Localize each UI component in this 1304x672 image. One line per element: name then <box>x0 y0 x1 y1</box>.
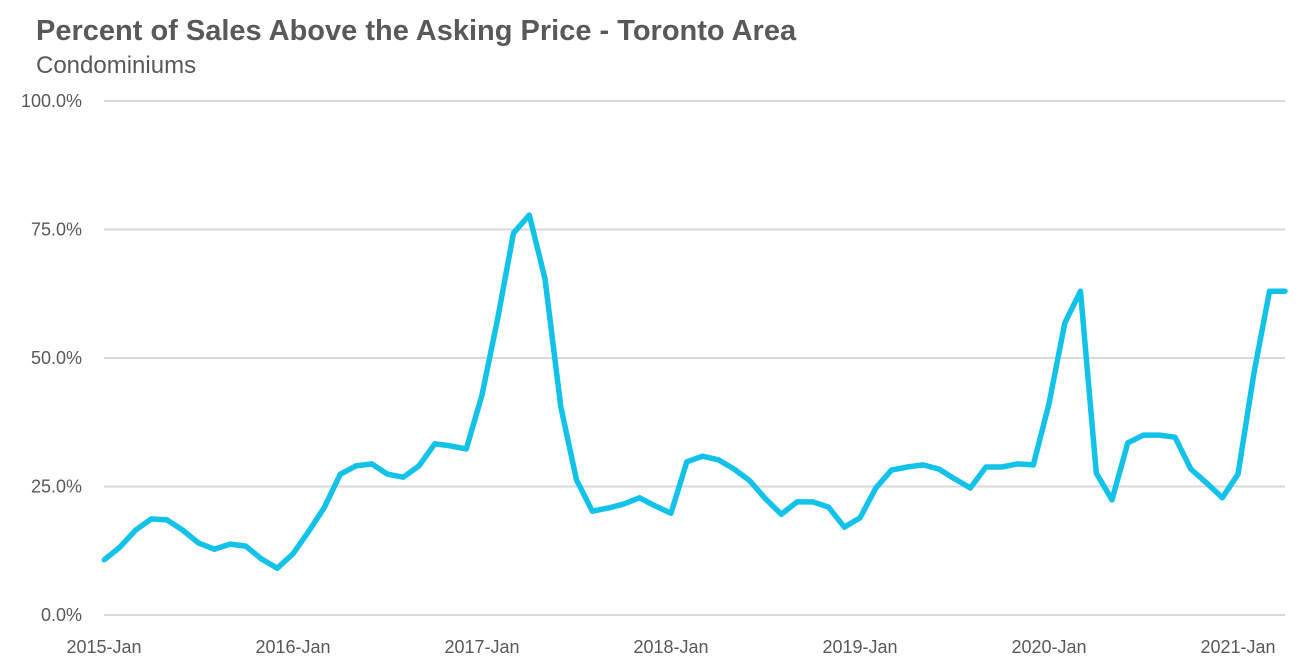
data-point <box>117 544 123 550</box>
data-point <box>731 466 737 472</box>
x-tick-label: 2019-Jan <box>822 637 897 657</box>
data-point <box>1062 320 1068 326</box>
data-point <box>463 446 469 452</box>
data-point <box>1188 466 1194 472</box>
data-point <box>290 551 296 557</box>
data-point <box>337 471 343 477</box>
data-point <box>826 504 831 510</box>
data-point <box>180 527 186 533</box>
data-point <box>999 464 1005 470</box>
data-point <box>574 477 579 483</box>
data-point <box>1267 288 1272 294</box>
data-point <box>227 541 233 547</box>
data-point <box>1078 288 1083 294</box>
data-point <box>857 515 863 521</box>
data-point <box>1093 470 1099 476</box>
data-point <box>1235 471 1241 477</box>
data-point <box>306 528 312 534</box>
chart-title: Percent of Sales Above the Asking Price … <box>36 15 797 47</box>
data-point <box>495 315 501 321</box>
data-point <box>1172 434 1178 440</box>
data-point <box>621 501 627 507</box>
y-tick-label: 100.0% <box>21 91 82 111</box>
y-tick-label: 0.0% <box>41 605 82 625</box>
data-point <box>274 565 280 571</box>
x-tick-label: 2021-Jan <box>1200 637 1275 657</box>
x-tick-label: 2015-Jan <box>66 637 141 657</box>
data-point <box>810 499 816 505</box>
data-point <box>353 463 359 469</box>
data-point <box>369 461 375 467</box>
data-point <box>1030 462 1036 468</box>
data-point <box>479 392 485 398</box>
y-tick-label: 75.0% <box>31 220 82 240</box>
data-point <box>778 511 784 517</box>
data-point <box>1015 461 1020 467</box>
data-point <box>700 453 705 459</box>
data-point <box>416 463 422 469</box>
data-point <box>841 524 847 530</box>
data-point <box>400 474 406 480</box>
data-point <box>1219 495 1225 501</box>
data-point <box>637 495 642 501</box>
data-point <box>1125 440 1131 446</box>
data-point <box>747 478 753 484</box>
data-point <box>652 503 658 509</box>
x-tick-label: 2016-Jan <box>255 637 330 657</box>
data-point <box>715 457 721 463</box>
x-tick-label: 2017-Jan <box>444 637 519 657</box>
data-point <box>920 462 926 468</box>
data-point <box>1156 432 1162 438</box>
data-point <box>794 499 800 505</box>
data-point <box>952 476 957 482</box>
data-point <box>385 471 390 477</box>
x-tick-label: 2018-Jan <box>633 637 708 657</box>
data-point <box>558 404 564 410</box>
data-point <box>668 510 674 516</box>
data-point <box>542 276 548 282</box>
data-point <box>889 467 894 473</box>
data-point <box>1282 288 1288 294</box>
data-point <box>1046 401 1052 407</box>
data-point <box>904 464 910 470</box>
data-point <box>432 441 438 447</box>
y-tick-label: 50.0% <box>31 348 82 368</box>
data-point <box>448 443 453 449</box>
data-point <box>1109 497 1115 503</box>
data-point <box>589 508 595 514</box>
data-point <box>322 504 327 510</box>
data-point <box>243 543 249 549</box>
data-point <box>196 540 201 546</box>
data-point <box>148 516 154 522</box>
data-point <box>526 212 532 218</box>
data-point <box>211 546 217 552</box>
y-tick-label: 25.0% <box>31 477 82 497</box>
data-point <box>1251 371 1257 377</box>
data-point <box>983 464 989 470</box>
data-point <box>1141 432 1146 438</box>
x-tick-label: 2020-Jan <box>1011 637 1086 657</box>
chart-subtitle: Condominiums <box>36 52 197 79</box>
data-point <box>605 505 611 511</box>
data-point <box>967 485 973 491</box>
data-point <box>684 459 690 465</box>
data-point <box>1204 480 1209 486</box>
data-point <box>101 557 107 563</box>
data-point <box>164 517 170 523</box>
data-point <box>511 230 516 236</box>
data-point <box>259 556 264 562</box>
data-point <box>936 466 942 472</box>
data-point <box>763 496 768 502</box>
data-point <box>873 485 879 491</box>
data-point <box>133 527 138 533</box>
series-line <box>102 212 1286 571</box>
